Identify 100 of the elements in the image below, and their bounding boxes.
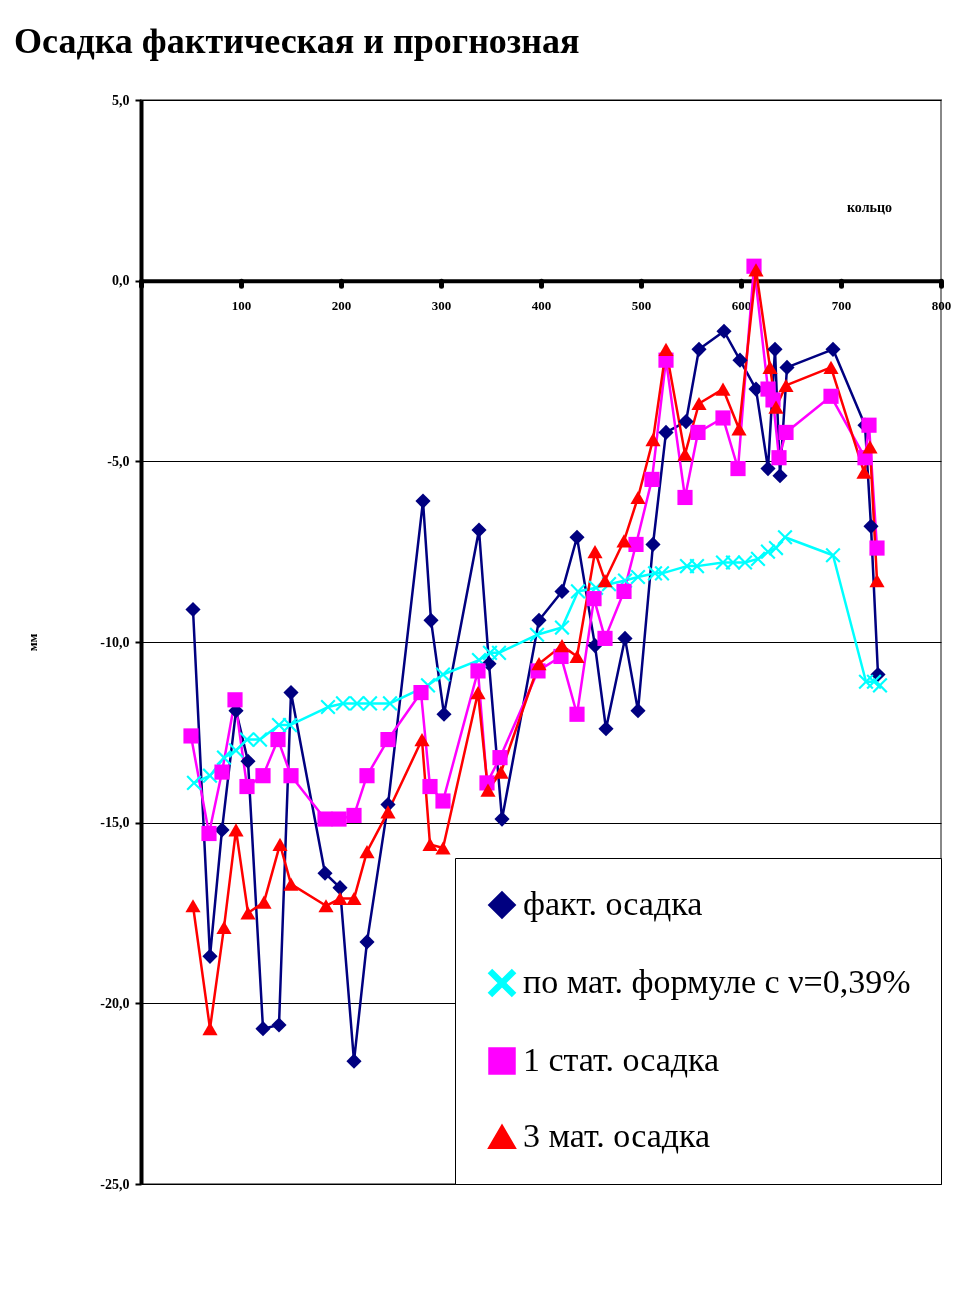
point [270,731,286,748]
point [202,1022,218,1036]
point [586,591,602,607]
point [185,601,201,618]
point [691,396,707,411]
point [616,534,632,548]
point [318,899,334,913]
point [644,471,660,487]
point [272,837,288,851]
point [715,382,731,396]
point [492,750,508,766]
x-tick-label: 800 [931,298,952,314]
point [239,778,255,795]
point [186,775,202,791]
point [569,706,585,722]
point [862,440,878,454]
y-tick-label: -5,0 [107,453,130,469]
point [658,342,674,356]
point [617,630,633,646]
point [349,695,365,712]
point [856,465,872,479]
x-tick-label: 500 [631,298,652,314]
point [494,811,510,827]
point [597,574,613,588]
y-axis-title: мм [25,633,41,652]
y-tick-label: 5,0 [112,92,130,108]
point [658,424,674,441]
point [750,551,766,567]
point [678,414,694,430]
point [480,783,496,797]
point [677,447,693,461]
point [382,695,398,712]
point [630,703,646,719]
legend-label: факт. осадка [523,885,703,922]
point [436,706,452,722]
point [240,753,256,769]
point [282,717,298,733]
point [771,450,787,466]
point [346,891,362,906]
point [730,460,746,477]
point [228,823,244,837]
point [283,768,299,784]
point [731,422,747,436]
point [863,518,879,534]
point [332,891,348,906]
point [346,1053,362,1069]
x-tick-label: 100 [231,298,252,314]
point [689,558,705,574]
point [823,360,839,374]
point [645,536,661,553]
point [597,630,613,646]
point [598,721,614,737]
point [380,731,396,748]
point [320,699,336,715]
point [767,341,783,357]
point [630,490,646,505]
point [529,627,545,643]
point [779,359,795,375]
point [283,877,299,891]
point [493,765,509,779]
point [748,263,764,277]
x-tick-label: 200 [331,298,352,314]
point [732,352,748,368]
point [645,433,661,447]
point [380,805,396,819]
legend-label: 3 мат. осадка [523,1117,711,1154]
point [531,612,547,628]
point [531,657,547,671]
point [777,529,793,545]
point [255,768,271,784]
point [554,619,570,636]
point [332,880,348,896]
point [471,522,487,538]
point [227,692,243,708]
point [872,677,888,693]
point [861,417,877,433]
point [423,612,439,628]
point [359,845,375,859]
point [768,400,784,414]
point [185,899,201,913]
point [691,341,707,357]
point [569,529,585,545]
x-axis-title: кольцо [846,200,893,216]
point [690,424,706,441]
point [869,574,885,588]
y-tick-label: -20,0 [100,995,130,1011]
point [359,768,375,784]
point [214,764,230,780]
point [216,750,232,766]
point [422,778,438,795]
point [271,1017,287,1033]
point [335,695,351,712]
y-tick-label: -25,0 [100,1176,130,1192]
point [435,666,451,683]
point [413,685,429,701]
point [628,536,644,553]
y-tick-label: -10,0 [100,634,130,650]
point [240,906,256,920]
point [715,410,731,426]
point [737,554,753,571]
